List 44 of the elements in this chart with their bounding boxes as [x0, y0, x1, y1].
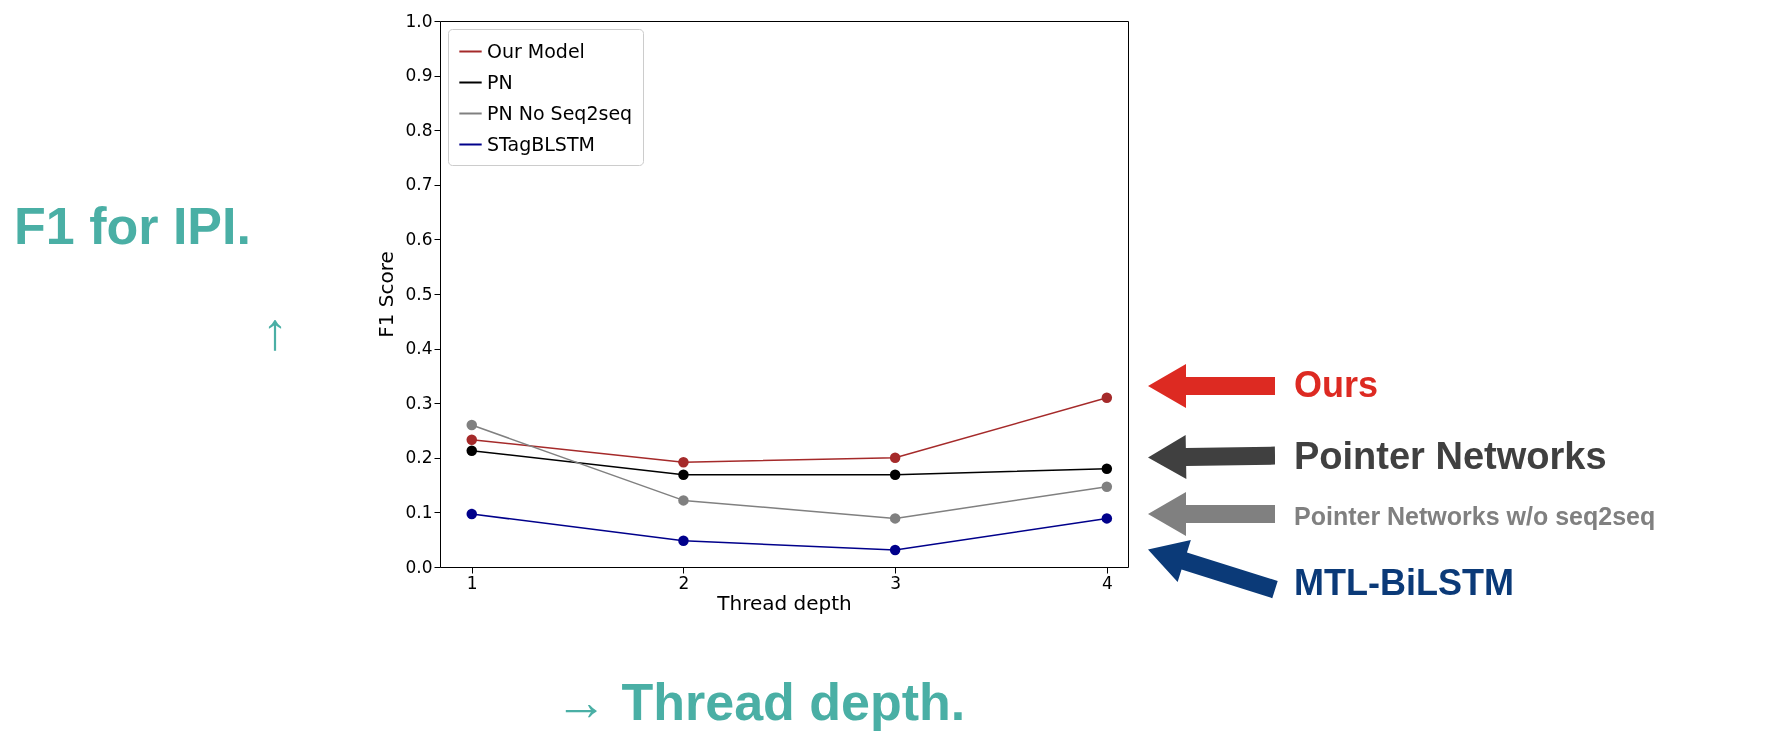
y-tick-label: 0.5 [405, 283, 433, 304]
legend-label: PN No Seq2seq [487, 101, 633, 124]
point [466, 434, 477, 446]
x-tick-label: 1 [466, 572, 478, 593]
legend-label: STagBLSTM [487, 132, 595, 155]
point [889, 452, 901, 464]
y-axis-title: F1 Score [374, 251, 399, 338]
point [889, 469, 901, 480]
y-tick-label: 0.2 [405, 447, 433, 468]
point [678, 535, 689, 547]
y-tick-label: 0.0 [405, 556, 433, 577]
text: ↑ [262, 302, 288, 360]
point [889, 513, 901, 524]
point [466, 419, 477, 431]
y-tick-label: 1.0 [405, 10, 433, 31]
text: MTL-BiLSTM [1294, 562, 1514, 603]
y-tick-label: 0.7 [405, 174, 433, 195]
point [678, 495, 689, 506]
text: F1 for IPI. [14, 197, 251, 255]
legend-label: Our Model [487, 39, 585, 62]
text: → Thread depth. [555, 673, 966, 731]
point [678, 456, 689, 468]
legend-label: PN [487, 70, 513, 93]
y-tick-label: 0.3 [405, 392, 433, 413]
text: Pointer Networks w/o seq2seq [1294, 502, 1656, 530]
y-tick-label: 0.9 [405, 65, 433, 86]
text: Pointer Networks [1294, 435, 1607, 477]
point [1101, 392, 1113, 403]
x-tick-label: 4 [1101, 572, 1113, 593]
y-tick-label: 0.6 [405, 228, 433, 249]
point [1101, 481, 1113, 492]
y-tick-label: 0.4 [405, 338, 433, 359]
point [1101, 463, 1113, 474]
y-tick-label: 0.8 [405, 119, 433, 140]
point [678, 469, 689, 480]
point [889, 544, 901, 556]
x-axis-title: Thread depth [716, 590, 852, 615]
x-tick-label: 3 [890, 572, 902, 593]
x-tick-label: 2 [678, 572, 690, 593]
point [466, 508, 477, 520]
y-tick-label: 0.1 [405, 501, 433, 522]
point [466, 445, 477, 456]
text: Ours [1294, 364, 1379, 405]
point [1101, 513, 1113, 524]
